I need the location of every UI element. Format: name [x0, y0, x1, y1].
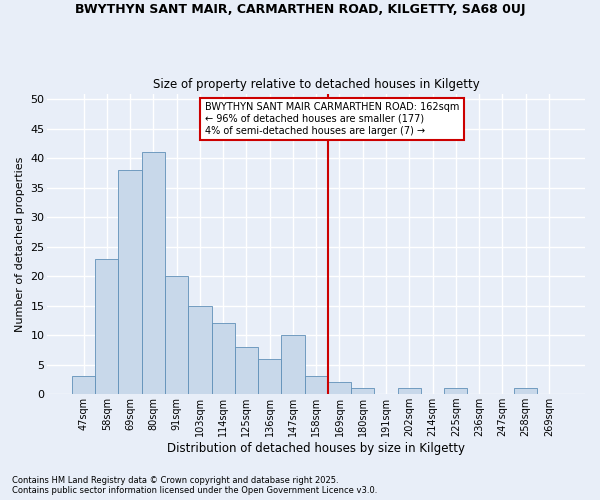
Text: BWYTHYN SANT MAIR, CARMARTHEN ROAD, KILGETTY, SA68 0UJ: BWYTHYN SANT MAIR, CARMARTHEN ROAD, KILG…: [75, 2, 525, 16]
Bar: [328, 382, 351, 394]
Bar: [514, 388, 537, 394]
X-axis label: Distribution of detached houses by size in Kilgetty: Distribution of detached houses by size …: [167, 442, 465, 455]
Bar: [165, 276, 188, 394]
Bar: [398, 388, 421, 394]
Bar: [351, 388, 374, 394]
Bar: [72, 376, 95, 394]
Bar: [95, 258, 118, 394]
Bar: [444, 388, 467, 394]
Y-axis label: Number of detached properties: Number of detached properties: [15, 156, 25, 332]
Bar: [281, 335, 305, 394]
Text: BWYTHYN SANT MAIR CARMARTHEN ROAD: 162sqm
← 96% of detached houses are smaller (: BWYTHYN SANT MAIR CARMARTHEN ROAD: 162sq…: [205, 102, 459, 136]
Bar: [258, 359, 281, 394]
Bar: [142, 152, 165, 394]
Title: Size of property relative to detached houses in Kilgetty: Size of property relative to detached ho…: [153, 78, 479, 91]
Bar: [305, 376, 328, 394]
Text: Contains HM Land Registry data © Crown copyright and database right 2025.
Contai: Contains HM Land Registry data © Crown c…: [12, 476, 377, 495]
Bar: [235, 347, 258, 394]
Bar: [188, 306, 212, 394]
Bar: [212, 324, 235, 394]
Bar: [118, 170, 142, 394]
